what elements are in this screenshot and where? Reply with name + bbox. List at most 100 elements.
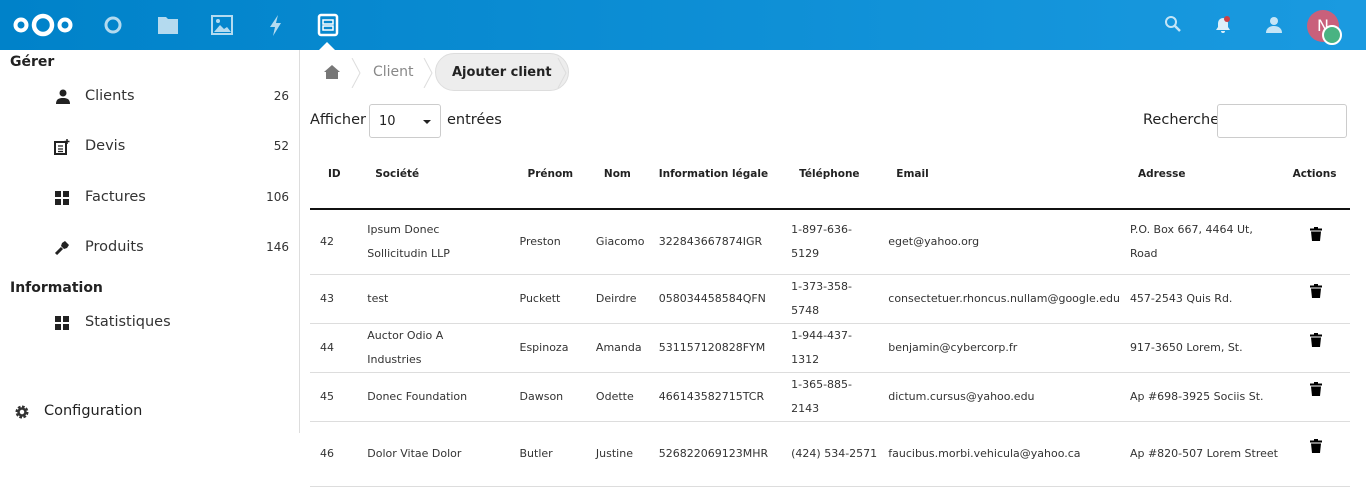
cell-telephone: 1-897-636-5129 — [781, 209, 879, 275]
breadcrumb-separator — [423, 58, 433, 88]
page-size-select[interactable]: 10 — [369, 104, 441, 138]
cell-societe: test — [357, 274, 510, 324]
trash-icon[interactable] — [1310, 438, 1323, 453]
column-header-nom[interactable]: Nom — [585, 140, 649, 210]
cell-id: 43 — [310, 274, 358, 324]
cell-telephone: 1-373-358-5748 — [781, 274, 879, 324]
column-header-prenom[interactable]: Prénom — [509, 140, 586, 210]
sidebar-item-devis[interactable]: Devis 52 — [0, 127, 300, 167]
breadcrumb-client[interactable]: Client — [373, 64, 414, 80]
photos-icon[interactable] — [210, 13, 234, 37]
sidebar-item-label: Factures — [85, 189, 146, 205]
table-row[interactable]: 44 Auctor Odio A Industries Espinoza Amanda… — [310, 323, 1350, 373]
sidebar-item-label: Clients — [85, 88, 135, 104]
table-row[interactable]: 45 Donec Foundation Dawson Odette 4661435827… — [310, 372, 1350, 422]
sidebar-item-produits[interactable]: Produits 146 — [0, 228, 300, 268]
online-status-indicator — [1322, 25, 1342, 45]
home-icon[interactable] — [324, 65, 340, 79]
files-icon[interactable] — [156, 13, 180, 37]
cell-adresse: Ap #698-3925 Sociis St. — [1119, 372, 1283, 422]
nextcloud-logo[interactable] — [12, 12, 74, 38]
show-label: Afficher — [310, 112, 366, 128]
cell-email: benjamin@cybercorp.fr — [878, 323, 1120, 373]
cell-nom: Deirdre — [585, 274, 649, 324]
grid-icon — [55, 191, 69, 205]
cell-nom: Giacomo — [585, 209, 649, 275]
column-header-adresse[interactable]: Adresse — [1119, 140, 1283, 210]
cell-actions — [1282, 274, 1350, 324]
trash-icon[interactable] — [1310, 332, 1323, 347]
sidebar-item-label: Produits — [85, 239, 144, 255]
cell-id: 42 — [310, 209, 358, 275]
trash-icon[interactable] — [1310, 381, 1323, 396]
section-heading-information: Information — [10, 280, 103, 296]
trash-icon[interactable] — [1310, 226, 1323, 241]
table-row[interactable]: 43 test Puckett Deirdre 058034458584QFN 1-373… — [310, 274, 1350, 324]
column-header-information-legale[interactable]: Information légale — [648, 140, 782, 210]
cell-information-legale: 058034458584QFN — [648, 274, 782, 324]
clients-table: ID Société Prénom Nom Information légale… — [310, 140, 1350, 487]
user-icon — [56, 89, 70, 104]
cell-actions — [1282, 323, 1350, 373]
cell-prenom: Preston — [509, 209, 586, 275]
column-header-telephone[interactable]: Téléphone — [781, 140, 879, 210]
active-app-indicator — [319, 42, 335, 50]
cell-actions — [1282, 421, 1350, 487]
search-icon[interactable] — [1164, 15, 1182, 33]
sidebar-item-factures[interactable]: Factures 106 — [0, 178, 300, 218]
entries-label: entrées — [447, 112, 502, 128]
cell-information-legale: 322843667874IGR — [648, 209, 782, 275]
cell-nom: Justine — [585, 421, 649, 487]
sidebar-item-label: Statistiques — [85, 314, 171, 330]
cell-telephone: 1-944-437-1312 — [781, 323, 879, 373]
cell-email: eget@yahoo.org — [878, 209, 1120, 275]
cell-adresse: 917-3650 Lorem, St. — [1119, 323, 1283, 373]
cell-actions — [1282, 372, 1350, 422]
table-row[interactable]: 46 Dolor Vitae Dolor Butler Justine 52682206… — [310, 421, 1350, 487]
grid-icon — [55, 316, 69, 330]
search-input[interactable] — [1217, 104, 1347, 138]
dashboard-icon[interactable] — [101, 13, 125, 37]
sidebar-item-label: Devis — [85, 138, 126, 154]
column-header-email[interactable]: Email — [878, 140, 1120, 210]
cell-societe: Auctor Odio A Industries — [357, 323, 510, 373]
cell-prenom: Puckett — [509, 274, 586, 324]
cell-telephone: 1-365-885-2143 — [781, 372, 879, 422]
cell-prenom: Butler — [509, 421, 586, 487]
cell-societe: Ipsum Donec Sollicitudin LLP — [357, 209, 510, 275]
cell-nom: Odette — [585, 372, 649, 422]
cell-adresse: Ap #820-507 Lorem Street — [1119, 421, 1283, 487]
table-row[interactable]: 42 Ipsum Donec Sollicitudin LLP Preston Gia… — [310, 209, 1350, 275]
activity-icon[interactable] — [264, 13, 288, 37]
column-header-id[interactable]: ID — [310, 140, 358, 210]
settings-label: Configuration — [44, 403, 143, 419]
wrench-icon — [54, 241, 69, 256]
cell-prenom: Dawson — [509, 372, 586, 422]
section-heading-manage: Gérer — [10, 54, 55, 70]
breadcrumb-current[interactable]: Ajouter client — [435, 53, 569, 91]
cell-adresse: P.O. Box 667, 4464 Ut, Road — [1119, 209, 1283, 275]
sidebar-item-clients[interactable]: Clients 26 — [0, 77, 300, 117]
cell-nom: Amanda — [585, 323, 649, 373]
quote-icon — [54, 139, 70, 155]
cell-adresse: 457-2543 Quis Rd. — [1119, 274, 1283, 324]
sidebar-item-count: 26 — [273, 89, 289, 103]
cell-prenom: Espinoza — [509, 323, 586, 373]
clients-app-icon[interactable] — [316, 13, 340, 37]
column-header-societe[interactable]: Société — [357, 140, 510, 210]
sidebar-item-statistiques[interactable]: Statistiques — [0, 303, 300, 343]
cell-id: 44 — [310, 323, 358, 373]
sidebar-item-count: 146 — [266, 240, 289, 254]
sidebar: Gérer Clients 26 Devis 52 Factures 106 P… — [0, 50, 300, 433]
cell-email: consectetuer.rhoncus.nullam@google.edu — [878, 274, 1120, 324]
trash-icon[interactable] — [1310, 283, 1323, 298]
cell-actions — [1282, 209, 1350, 275]
gear-icon — [15, 405, 29, 419]
cell-information-legale: 531157120828FYM — [648, 323, 782, 373]
sidebar-item-count: 106 — [266, 190, 289, 204]
contacts-icon[interactable] — [1263, 15, 1283, 35]
settings-button[interactable]: Configuration — [0, 392, 300, 432]
page-size-value: 10 — [379, 114, 396, 129]
breadcrumb-separator — [351, 58, 361, 88]
notifications-bell-icon[interactable] — [1213, 15, 1233, 35]
